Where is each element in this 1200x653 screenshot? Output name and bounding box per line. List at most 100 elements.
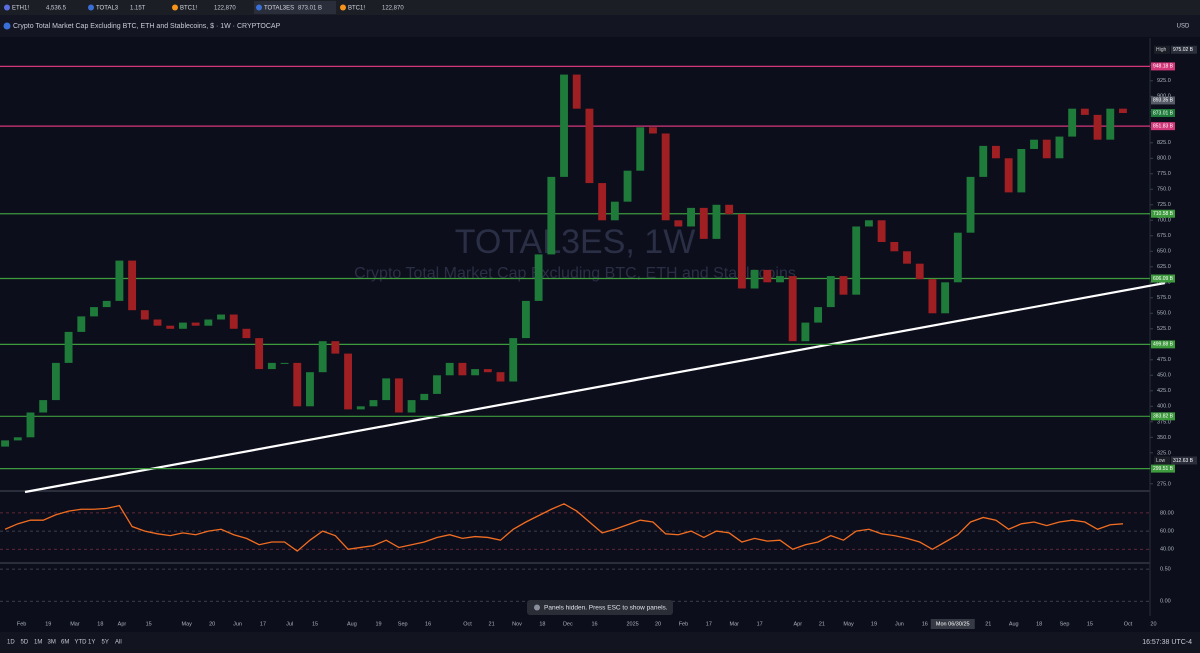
range-button[interactable]: All bbox=[115, 640, 122, 646]
candle bbox=[674, 220, 683, 227]
candle bbox=[572, 74, 581, 109]
rsi-tick-label: 60.00 bbox=[1160, 529, 1174, 535]
x-tick-label: 20 bbox=[209, 621, 215, 627]
range-button[interactable]: 5Y bbox=[102, 640, 109, 646]
level-box bbox=[1151, 62, 1175, 71]
rsi-line bbox=[4, 503, 1124, 552]
toast-box bbox=[527, 600, 673, 615]
candle bbox=[39, 400, 48, 413]
candle bbox=[318, 341, 327, 373]
tab-symbol: TOTAL3 bbox=[96, 6, 119, 12]
candle bbox=[1017, 148, 1026, 193]
tab[interactable] bbox=[86, 1, 168, 14]
y-tick-label: 475.0 bbox=[1157, 357, 1171, 363]
level-label: 299.51 B bbox=[1153, 466, 1174, 472]
y-tick-label: 275.0 bbox=[1157, 481, 1171, 487]
x-tick-label: 2025 bbox=[626, 621, 638, 627]
y-tick-label: 825.0 bbox=[1157, 140, 1171, 146]
crosshair-date-box bbox=[930, 619, 975, 629]
candle bbox=[344, 353, 353, 410]
osc-tick-label: 0.00 bbox=[1160, 599, 1171, 605]
candle bbox=[712, 204, 721, 239]
x-tick-label: 16 bbox=[591, 621, 597, 627]
range-button[interactable]: 6M bbox=[61, 640, 69, 646]
level-label: 499.88 B bbox=[1153, 342, 1174, 348]
level-box bbox=[1151, 274, 1175, 283]
candle bbox=[623, 170, 632, 202]
candle bbox=[750, 269, 759, 289]
rsi-tick-label: 80.00 bbox=[1160, 510, 1174, 516]
candle bbox=[687, 207, 695, 227]
y-tick-label: 725.0 bbox=[1157, 202, 1171, 208]
candle bbox=[826, 276, 835, 308]
candle bbox=[636, 127, 645, 171]
x-tick-label: 20 bbox=[655, 621, 661, 627]
y-tick-label: 925.0 bbox=[1157, 78, 1171, 84]
toast-text[interactable]: Panels hidden. Press ESC to show panels. bbox=[544, 605, 668, 612]
x-tick-label: 20 bbox=[1150, 621, 1156, 627]
x-tick-label: 19 bbox=[871, 621, 877, 627]
x-tick-label: Nov bbox=[512, 621, 522, 627]
x-tick-label: Jun bbox=[233, 621, 242, 627]
tab[interactable] bbox=[254, 1, 336, 14]
candle bbox=[420, 393, 429, 401]
x-tick-label: Feb bbox=[17, 621, 26, 627]
x-tick-label: 21 bbox=[819, 621, 825, 627]
candle bbox=[1093, 114, 1102, 140]
y-tick-label: 575.0 bbox=[1157, 295, 1171, 301]
candle bbox=[1055, 136, 1064, 159]
x-tick-label: Oct bbox=[463, 621, 472, 627]
candle bbox=[1, 440, 10, 447]
level-label: 851.83 B bbox=[1153, 123, 1174, 129]
candle bbox=[128, 260, 137, 311]
tab[interactable] bbox=[338, 1, 420, 14]
candle bbox=[941, 282, 950, 314]
tab[interactable] bbox=[170, 1, 252, 14]
range-button[interactable]: 1D bbox=[7, 640, 15, 646]
candle bbox=[992, 145, 1000, 159]
candle bbox=[610, 201, 619, 221]
candle bbox=[242, 328, 251, 339]
candle bbox=[26, 412, 35, 438]
range-button[interactable]: YTD bbox=[75, 640, 88, 646]
candle bbox=[483, 369, 492, 373]
candle bbox=[979, 145, 988, 177]
candle bbox=[191, 322, 200, 326]
y-tick-label: 600.0 bbox=[1157, 280, 1171, 286]
candle bbox=[699, 207, 708, 239]
tab-price: 4,536.5 bbox=[46, 6, 67, 12]
y-tick-label: 625.0 bbox=[1157, 264, 1171, 270]
candle bbox=[864, 220, 873, 227]
y-tick-label: 450.0 bbox=[1157, 373, 1171, 379]
price-axis bbox=[1150, 38, 1200, 616]
tab-price: 122,870 bbox=[214, 6, 236, 12]
range-button[interactable]: 1M bbox=[34, 640, 42, 646]
candle bbox=[77, 316, 86, 332]
level-label: 383.82 B bbox=[1153, 414, 1174, 420]
candle bbox=[953, 232, 962, 283]
currency: USD bbox=[1177, 24, 1190, 30]
x-tick-label: Sep bbox=[1060, 621, 1070, 627]
bottom-bar bbox=[0, 632, 1200, 653]
candle bbox=[433, 375, 441, 394]
x-tick-label: Apr bbox=[118, 621, 127, 627]
tab-symbol: BTC1! bbox=[180, 6, 197, 12]
range-button[interactable]: 5D bbox=[21, 640, 29, 646]
x-tick-label: 15 bbox=[146, 621, 152, 627]
candle bbox=[115, 260, 124, 301]
candle bbox=[509, 338, 518, 382]
level-label: 948.18 B bbox=[1153, 64, 1174, 70]
tab[interactable] bbox=[2, 1, 84, 14]
y-tick-label: 800.0 bbox=[1157, 156, 1171, 162]
range-button[interactable]: 3M bbox=[48, 640, 56, 646]
y-tick-label: 375.0 bbox=[1157, 419, 1171, 425]
tab-price: 1.15T bbox=[130, 6, 146, 12]
range-button[interactable]: 1Y bbox=[88, 640, 95, 646]
y-tick-label: 350.0 bbox=[1157, 435, 1171, 441]
low-label: 312.63 B bbox=[1173, 458, 1194, 464]
price-label: 873.01 B bbox=[1153, 110, 1174, 116]
candle bbox=[178, 322, 187, 329]
x-tick-label: 16 bbox=[922, 621, 928, 627]
